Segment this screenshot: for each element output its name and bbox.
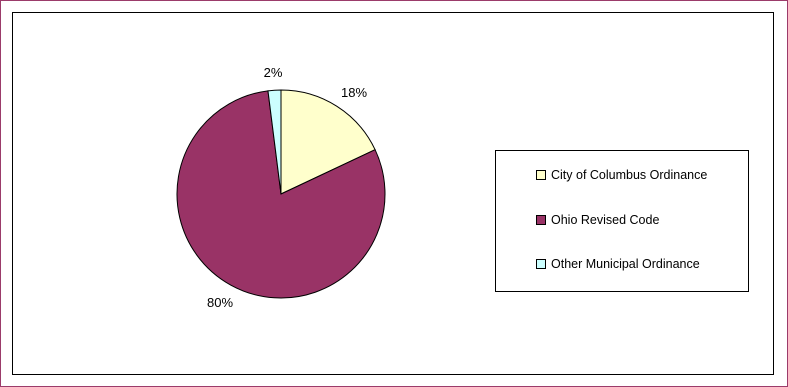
data-label-other-municipal-ordinance: 2% (264, 65, 283, 80)
legend-item-ohio-revised-code: Ohio Revised Code (536, 212, 659, 228)
legend-label-ohio-revised-code: Ohio Revised Code (551, 213, 660, 227)
pie-slice-ohio-revised-code (176, 90, 386, 299)
chart-legend: City of Columbus Ordinance Ohio Revised … (495, 150, 749, 292)
legend-item-city-of-columbus-ordinance: City of Columbus Ordinance (536, 167, 707, 183)
legend-item-other-municipal-ordinance: Other Municipal Ordinance (536, 256, 700, 272)
data-label-city-of-columbus-ordinance: 18% (341, 85, 367, 100)
data-label-ohio-revised-code: 80% (207, 295, 233, 310)
legend-label-city-of-columbus-ordinance: City of Columbus Ordinance (551, 168, 708, 182)
legend-swatch-ohio-revised-code (536, 215, 546, 225)
legend-label-other-municipal-ordinance: Other Municipal Ordinance (551, 257, 700, 271)
legend-swatch-other-municipal-ordinance (536, 259, 546, 269)
legend-swatch-city-of-columbus-ordinance (536, 170, 546, 180)
pie-data-labels: 18% 80% 2% (207, 65, 367, 310)
pie-slices (176, 89, 386, 299)
pie-slice-other-municipal-ordinance (267, 89, 282, 195)
pie-slice-city-of-columbus-ordinance (280, 89, 376, 195)
